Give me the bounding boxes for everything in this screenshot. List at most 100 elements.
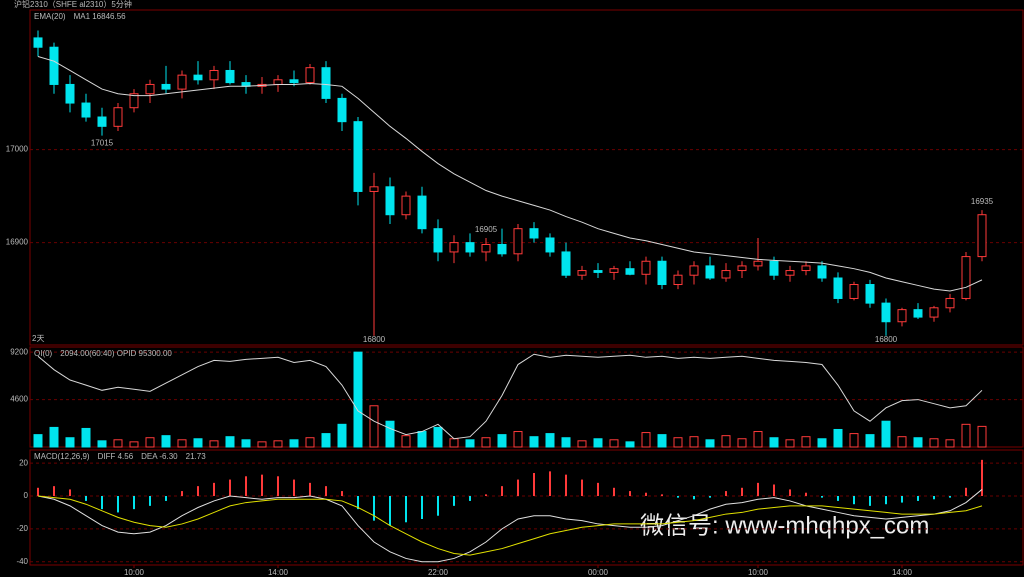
candle-body bbox=[577, 270, 587, 276]
candle-body bbox=[209, 69, 219, 81]
volume-bar bbox=[625, 441, 635, 448]
candle-body bbox=[225, 69, 235, 84]
volume-bar bbox=[689, 436, 699, 448]
candle-body bbox=[753, 260, 763, 267]
candle-body bbox=[913, 309, 923, 318]
volume-bar bbox=[801, 436, 811, 448]
volume-bar bbox=[97, 440, 107, 448]
candle-body bbox=[401, 195, 411, 216]
candle-body bbox=[705, 265, 715, 279]
candle-body bbox=[129, 93, 139, 109]
volume-bar bbox=[769, 437, 779, 448]
volume-bar bbox=[657, 434, 667, 448]
candle-body bbox=[897, 309, 907, 323]
volume-bar bbox=[145, 437, 155, 448]
candle-body bbox=[145, 83, 155, 95]
volume-bar bbox=[865, 434, 875, 448]
volume-bar bbox=[369, 405, 379, 448]
candle-body bbox=[161, 83, 171, 90]
y-tick-label: 4600 bbox=[10, 395, 28, 404]
volume-bar bbox=[705, 439, 715, 448]
indicator-line bbox=[37, 56, 983, 292]
volume-panel bbox=[29, 346, 1024, 448]
candle-body bbox=[561, 251, 571, 276]
y-tick-label: 16900 bbox=[6, 238, 29, 247]
volume-bar bbox=[225, 436, 235, 448]
candle-body bbox=[977, 214, 987, 258]
indicator-line bbox=[37, 489, 983, 563]
x-tick-label: 10:00 bbox=[124, 568, 145, 577]
candle-body bbox=[529, 228, 539, 239]
candle-body bbox=[881, 302, 891, 323]
volume-bar bbox=[193, 438, 203, 448]
candle-body bbox=[801, 265, 811, 272]
candle-body bbox=[849, 284, 859, 299]
price-annotation: 16905 bbox=[475, 225, 498, 234]
x-tick-label: 22:00 bbox=[428, 568, 449, 577]
candle-body bbox=[65, 83, 75, 104]
candle-body bbox=[625, 268, 635, 275]
candle-body bbox=[721, 270, 731, 279]
candle-body bbox=[193, 74, 203, 81]
candle-body bbox=[865, 284, 875, 304]
volume-bar bbox=[945, 439, 955, 448]
candle-body bbox=[49, 46, 59, 85]
legend-entry: OI(0) bbox=[34, 349, 53, 358]
volume-bar bbox=[561, 437, 571, 448]
legend-entry: 21.73 bbox=[186, 452, 207, 461]
volume-bar bbox=[257, 441, 267, 448]
volume-bar bbox=[449, 438, 459, 448]
volume-bar bbox=[129, 441, 139, 448]
legend-entry: MA1 16846.56 bbox=[74, 12, 127, 21]
candle-body bbox=[497, 244, 507, 255]
volume-bar bbox=[897, 436, 907, 448]
volume-bar bbox=[817, 438, 827, 448]
candle-body bbox=[449, 242, 459, 253]
price-annotation: 16800 bbox=[363, 335, 386, 344]
volume-bar bbox=[961, 423, 971, 448]
x-tick-label: 00:00 bbox=[588, 568, 609, 577]
volume-bar bbox=[513, 431, 523, 448]
candle-body bbox=[337, 97, 347, 123]
volume-bar bbox=[385, 420, 395, 448]
volume-bar bbox=[929, 438, 939, 448]
candle-body bbox=[545, 237, 555, 253]
macd-panel bbox=[29, 449, 1024, 566]
candle-body bbox=[609, 268, 619, 273]
legend-entry: 2094.00(60:40) OPID 95300.00 bbox=[60, 349, 172, 358]
volume-bar bbox=[497, 434, 507, 448]
y-tick-label: 17000 bbox=[6, 145, 29, 154]
candle-body bbox=[369, 186, 379, 192]
x-tick-label: 14:00 bbox=[892, 568, 913, 577]
volume-bar bbox=[273, 440, 283, 448]
candle-body bbox=[673, 274, 683, 286]
volume-bar bbox=[177, 439, 187, 448]
volume-bar bbox=[673, 437, 683, 448]
candle-body bbox=[481, 244, 491, 253]
volume-bar bbox=[641, 432, 651, 448]
volume-bar bbox=[209, 440, 219, 448]
volume-bar bbox=[305, 437, 315, 448]
candle-body bbox=[305, 67, 315, 84]
candle-body bbox=[353, 121, 363, 192]
volume-bar bbox=[481, 437, 491, 448]
x-tick-label: 14:00 bbox=[268, 568, 289, 577]
volume-bar bbox=[81, 427, 91, 448]
volume-bar bbox=[785, 439, 795, 448]
y-tick-label: 0 bbox=[24, 491, 29, 500]
instrument-title: 沪铝2310（SHFE al2310）5分钟 bbox=[14, 0, 132, 9]
volume-bar bbox=[49, 426, 59, 448]
price-annotation: 16800 bbox=[875, 335, 898, 344]
candle-body bbox=[945, 297, 955, 309]
volume-bar bbox=[161, 435, 171, 448]
candle-body bbox=[177, 74, 187, 90]
period-label: 2天 bbox=[32, 334, 44, 343]
indicator-line bbox=[37, 353, 983, 440]
volume-bar bbox=[753, 431, 763, 448]
volume-bar bbox=[417, 431, 427, 448]
volume-bar bbox=[241, 439, 251, 448]
y-tick-label: -40 bbox=[16, 557, 28, 566]
volume-bar bbox=[545, 433, 555, 448]
candle-body bbox=[785, 270, 795, 276]
candle-body bbox=[385, 186, 395, 216]
